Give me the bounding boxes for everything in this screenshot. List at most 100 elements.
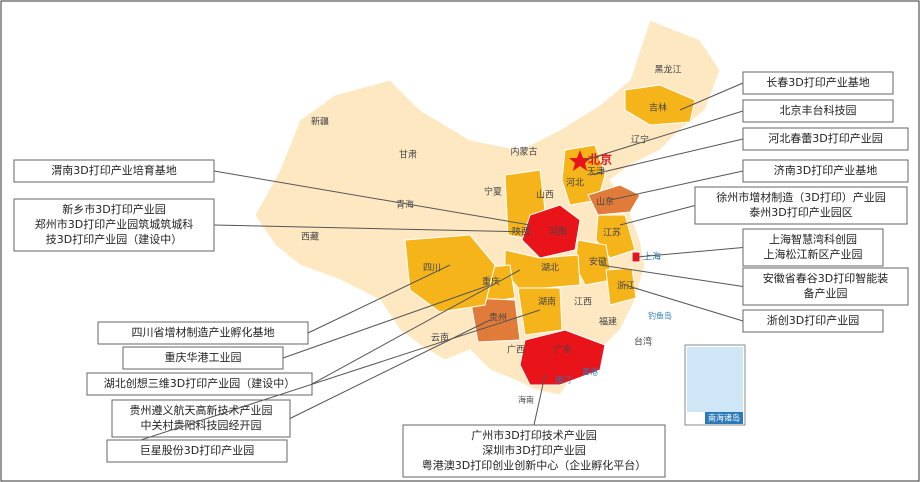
province-label: 安徽 — [589, 256, 607, 268]
province-label: 广东 — [554, 344, 572, 356]
callout-text: 备产业园 — [804, 286, 848, 300]
callout-text: 郑州市3D打印产业园筑城筑城科 — [35, 217, 193, 231]
callout-text: 广州市3D打印技术产业园 — [471, 428, 596, 442]
province-label: 福建 — [599, 316, 617, 328]
leader-line — [307, 264, 451, 334]
callout-text: 粤港澳3D打印创业创新中心（企业孵化平台） — [422, 458, 646, 472]
callout-text: 巨星股份3D打印产业园 — [140, 443, 254, 457]
callout-text: 中关村贵阳科技园经开园 — [141, 418, 262, 432]
leader-line — [106, 309, 541, 452]
callout-box — [694, 186, 908, 225]
jilin — [624, 84, 696, 126]
inset-caption-bg — [705, 412, 743, 424]
province-label: 重庆 — [482, 276, 500, 288]
callout-text: 泰州3D打印产业园区 — [749, 205, 852, 219]
callout-box — [111, 399, 291, 438]
callout-text: 技3D打印产业园（建设中） — [46, 232, 182, 246]
province-label: 上海 — [643, 251, 661, 263]
leader-line — [213, 170, 531, 226]
callout-text: 北京丰台科技园 — [780, 103, 857, 117]
callout-box — [402, 424, 666, 478]
callout-box — [742, 159, 909, 183]
hunan — [517, 287, 563, 336]
leader-line — [533, 374, 546, 426]
province-label: 香港 — [582, 367, 598, 377]
callout-text: 新乡市3D打印产业园 — [62, 202, 165, 216]
callout-box — [106, 439, 288, 463]
callout-box — [97, 321, 309, 345]
province-label: 黑龙江 — [654, 64, 681, 76]
leader-line — [619, 205, 696, 226]
callout-box — [742, 127, 909, 151]
callout-box — [13, 198, 215, 252]
callout-box — [13, 159, 215, 183]
province-label: 新疆 — [311, 116, 329, 128]
callout-box — [742, 71, 894, 95]
province-label: 台湾 — [634, 336, 652, 348]
province-label: 南海诸岛 — [708, 413, 740, 423]
henan — [521, 204, 581, 259]
callout-text: 济南3D打印产业基地 — [774, 163, 877, 177]
province-label: 山东 — [596, 196, 614, 208]
province-label: 澳门 — [555, 375, 571, 385]
callout-text: 徐州市增材制造（3D打印）产业园 — [716, 190, 885, 204]
leader-line — [584, 110, 744, 161]
callout-text: 上海松江新区产业园 — [764, 247, 863, 261]
highlighted-provinces — [404, 84, 696, 386]
callout-text: 上海智慧湾科创园 — [769, 232, 857, 246]
callout-text: 浙创3D打印产业园 — [767, 313, 859, 327]
leader-line — [624, 284, 744, 322]
province-label: 湖南 — [538, 296, 556, 308]
province-label: 内蒙古 — [510, 146, 537, 158]
leader-line — [289, 319, 491, 419]
callout-text: 湖北创想三维3D打印产业园（建设中） — [104, 376, 295, 390]
shandong — [587, 184, 641, 216]
province-label: 四川 — [423, 264, 441, 274]
leader-line — [679, 82, 744, 111]
callout-box — [742, 99, 894, 123]
leader-line — [599, 264, 744, 287]
province-label: 江西 — [574, 297, 592, 308]
callout-text: 四川省增材制造产业孵化基地 — [132, 325, 275, 339]
province-label: 山西 — [536, 190, 554, 201]
guangdong — [519, 329, 606, 386]
leader-line — [213, 224, 531, 233]
province-label: 北京 — [588, 152, 612, 167]
province-label: 云南 — [431, 332, 449, 344]
callout-box — [742, 309, 884, 333]
leader-line — [282, 284, 491, 359]
province-label: 青海 — [396, 199, 414, 211]
callout-box — [742, 267, 909, 306]
province-label: 钓鱼岛 — [648, 311, 672, 321]
province-label: 吉林 — [649, 102, 667, 114]
province-label: 西藏 — [301, 231, 319, 243]
callout-text: 安徽省春谷3D打印智能装 — [763, 271, 888, 285]
callout-text: 渭南3D打印产业培育基地 — [51, 163, 176, 177]
callout-box — [122, 346, 284, 370]
callout-box — [742, 228, 884, 267]
callout-text: 深圳市3D打印产业园 — [482, 443, 585, 457]
province-label: 江苏 — [603, 227, 621, 239]
province-label: 湖北 — [541, 263, 559, 274]
callout-text: 长春3D打印产业基地 — [766, 75, 869, 89]
callout-text: 贵州遵义航天高新技术产业园 — [130, 403, 273, 417]
leader-line — [311, 269, 521, 385]
callout-text: 重庆华港工业园 — [165, 350, 242, 364]
sichuan — [404, 234, 496, 313]
province-label: 天津 — [587, 167, 605, 178]
leader-line — [636, 247, 744, 258]
south-sea-inset — [684, 344, 746, 426]
capital-star — [569, 150, 591, 171]
province-label: 海南 — [518, 395, 534, 405]
province-label: 贵州 — [489, 312, 507, 324]
leader-line — [609, 170, 744, 201]
callout-text: 河北春蕾3D打印产业园 — [768, 131, 882, 145]
province-label: 河北 — [566, 177, 584, 189]
province-label: 甘肃 — [399, 149, 417, 161]
province-label: 宁夏 — [484, 186, 502, 198]
leader-line — [589, 138, 744, 176]
inset-sea — [687, 347, 743, 412]
province-label: 辽宁 — [631, 134, 649, 146]
province-label: 广西 — [507, 344, 525, 356]
